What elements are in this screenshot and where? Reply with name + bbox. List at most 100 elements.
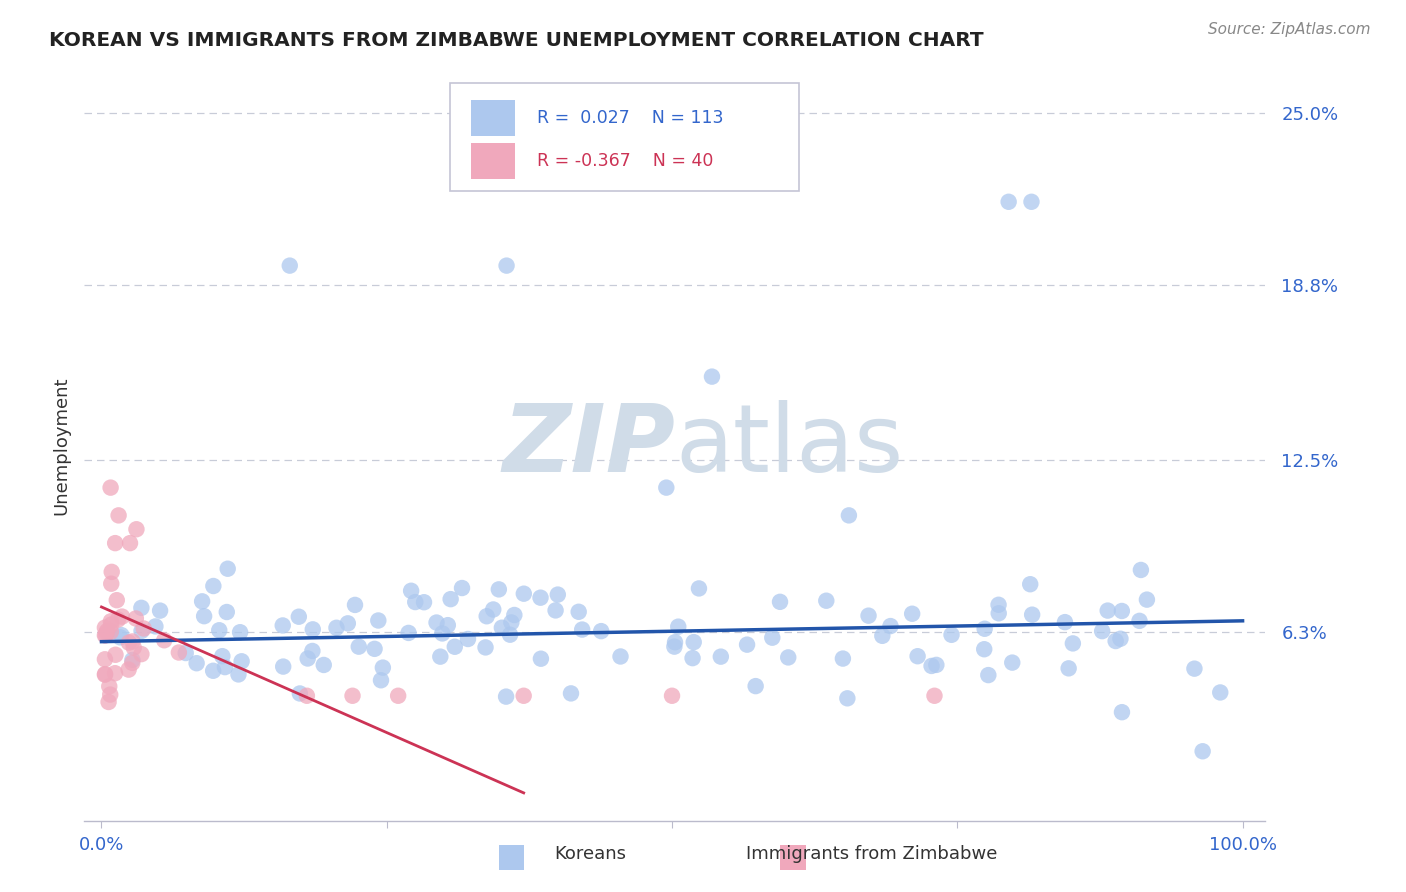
Point [121,656,143,670]
Point [501,615,523,630]
Point [118,536,141,550]
Point [404,595,426,609]
Point [111,609,134,624]
Point [744,679,766,693]
FancyBboxPatch shape [471,143,516,178]
Point [429,649,451,664]
Point [837,691,859,706]
Point [924,689,946,703]
Point [488,582,510,597]
Point [96,625,118,640]
Point [1001,656,1024,670]
Point [145,619,167,633]
Point [98,688,121,702]
Point [214,660,236,674]
Point [682,651,704,665]
Point [1109,632,1132,646]
Point [1136,592,1159,607]
Point [363,641,385,656]
Point [208,624,231,638]
Point [710,649,733,664]
Point [202,579,225,593]
Point [342,689,364,703]
Point [100,576,122,591]
Point [761,631,783,645]
Point [370,673,392,688]
Point [440,592,463,607]
Point [367,614,389,628]
Point [1021,194,1043,209]
Point [831,651,853,665]
Point [872,629,894,643]
Point [544,603,567,617]
Text: ZIP: ZIP [502,400,675,492]
Point [437,618,460,632]
Point [94,652,117,666]
Point [107,508,129,523]
Point [186,657,208,671]
Point [560,686,582,700]
Point [94,628,117,642]
Point [347,640,370,654]
Point [105,593,128,607]
Point [495,259,517,273]
Text: Koreans: Koreans [554,846,627,863]
Y-axis label: Unemployment: Unemployment [52,376,70,516]
Point [100,624,122,639]
Point [100,615,122,629]
Point [735,638,758,652]
Point [399,583,422,598]
Point [104,648,127,662]
Point [288,686,311,700]
Point [301,623,323,637]
Point [700,369,723,384]
Point [231,654,253,668]
Text: KOREAN VS IMMIGRANTS FROM ZIMBABWE UNEMPLOYMENT CORRELATION CHART: KOREAN VS IMMIGRANTS FROM ZIMBABWE UNEMP… [49,31,984,50]
Point [987,607,1010,621]
Point [191,594,214,608]
Point [94,628,117,642]
Point [278,259,301,273]
Point [117,663,139,677]
Point [901,607,924,621]
Point [688,582,710,596]
Point [271,659,294,673]
Point [94,621,117,635]
Point [174,646,197,660]
Point [413,595,436,609]
Point [121,653,143,667]
Point [655,481,678,495]
Point [100,481,122,495]
Point [398,626,420,640]
Point [666,620,689,634]
Point [97,695,120,709]
Text: R = -0.367    N = 40: R = -0.367 N = 40 [537,152,713,169]
Point [475,609,498,624]
Point [1062,636,1084,650]
Point [107,613,129,627]
Point [217,562,239,576]
Point [547,588,569,602]
Point [941,628,963,642]
Point [1097,604,1119,618]
Point [512,689,534,703]
Point [228,667,250,681]
Point [110,628,132,642]
Point [568,605,591,619]
Point [778,650,800,665]
Point [1104,634,1126,648]
Point [149,604,172,618]
Point [591,624,613,639]
Point [1191,744,1213,758]
Point [202,664,225,678]
Point [973,642,995,657]
Point [513,587,536,601]
Point [609,649,631,664]
Point [96,624,118,638]
Point [425,615,447,630]
Point [215,605,238,619]
Point [1053,615,1076,629]
Point [495,690,517,704]
Point [838,508,860,523]
Point [661,689,683,703]
